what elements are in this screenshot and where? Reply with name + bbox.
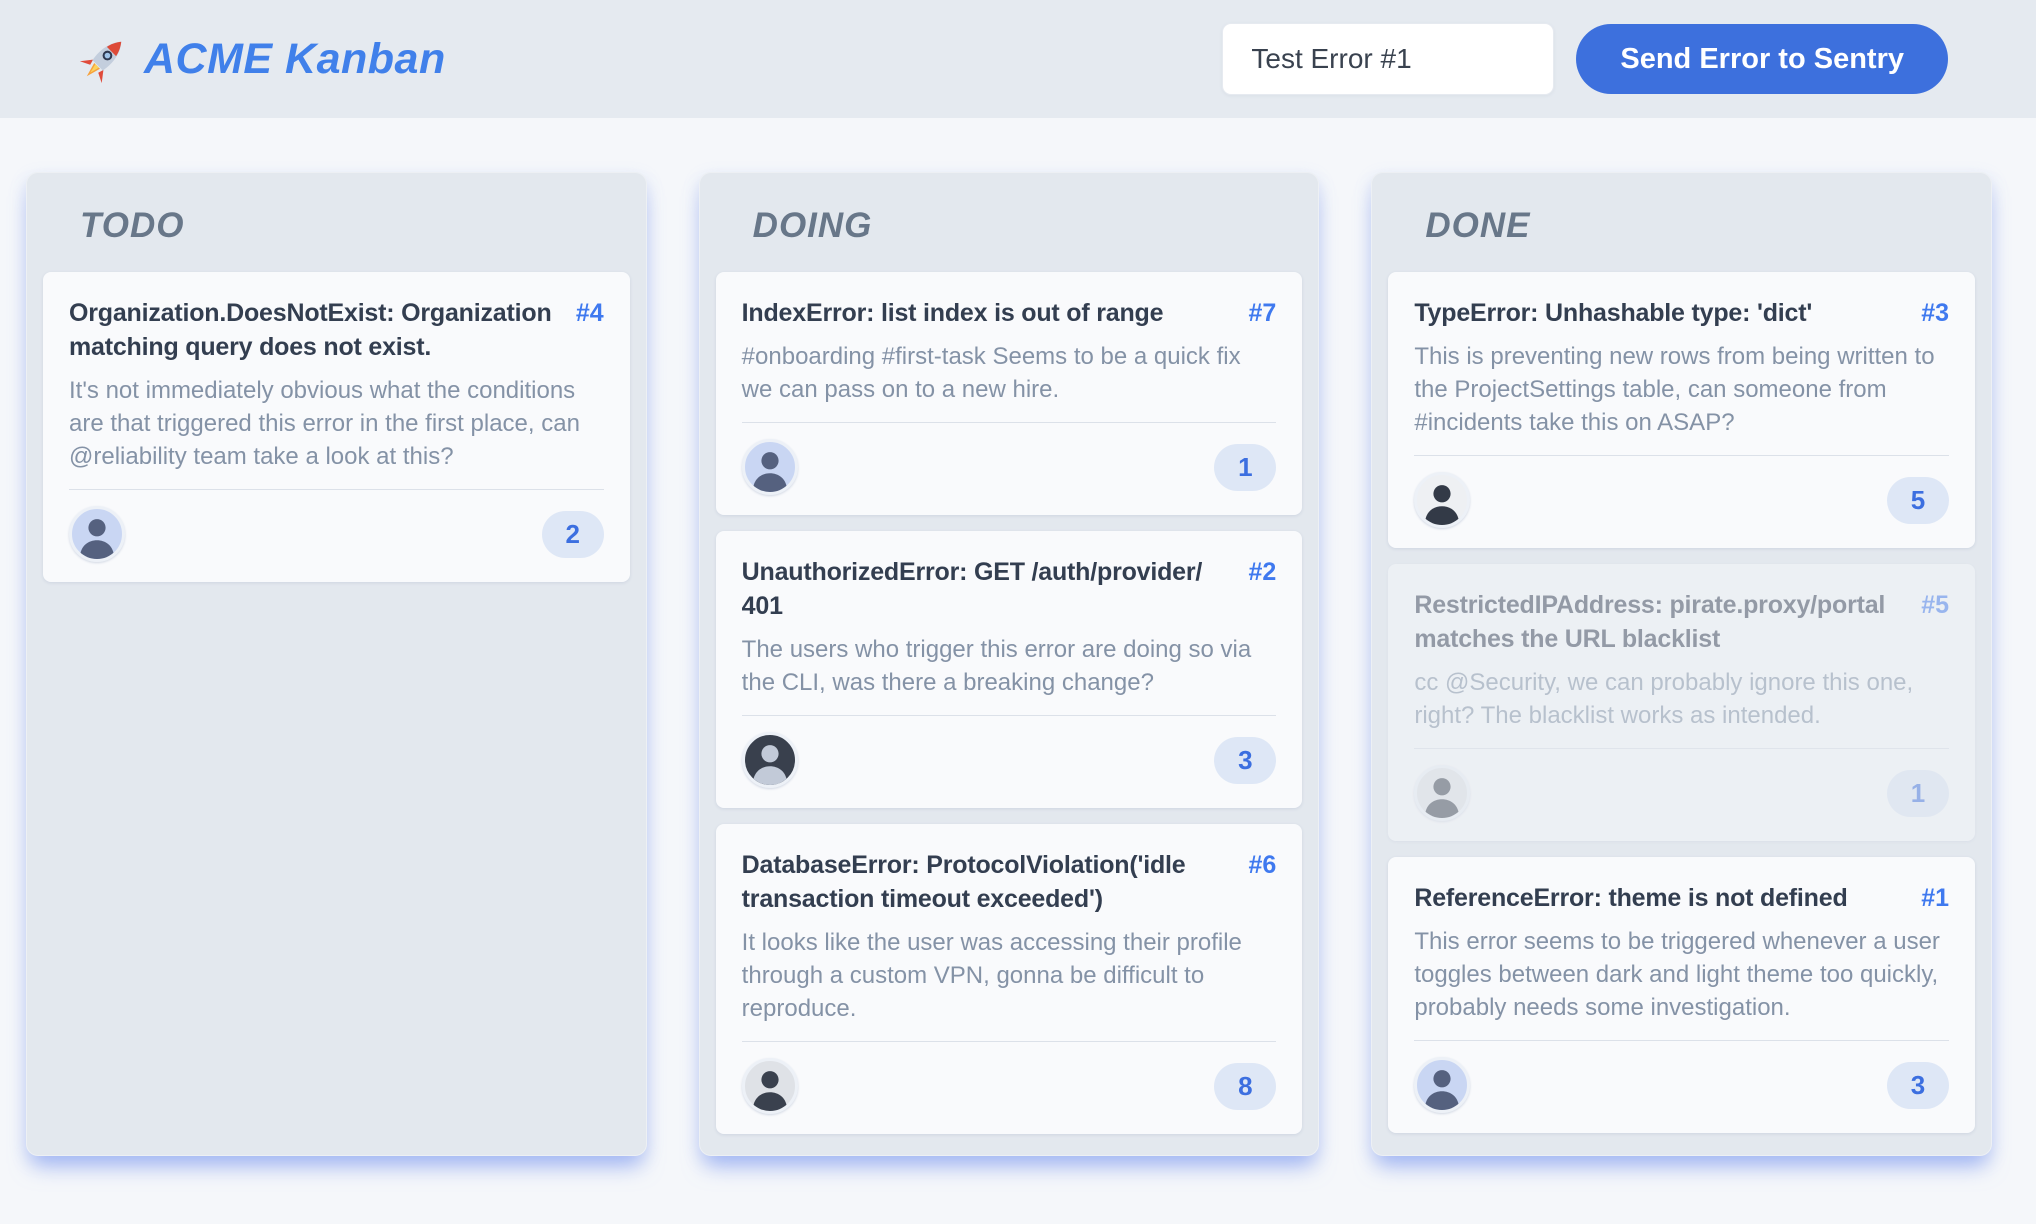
kanban-card[interactable]: TypeError: Unhashable type: 'dict' #3 Th… xyxy=(1388,272,1976,548)
app-header: ACME Kanban Send Error to Sentry xyxy=(0,0,2036,118)
column-doing: DOING IndexError: list index is out of r… xyxy=(698,172,1320,1156)
comment-count-badge: 2 xyxy=(541,510,604,558)
issue-number: #7 xyxy=(1248,299,1277,327)
card-description: This error seems to be triggered wheneve… xyxy=(1414,928,1940,1021)
kanban-card[interactable]: ReferenceError: theme is not defined #1 … xyxy=(1388,857,1976,1133)
divider xyxy=(741,715,1277,716)
column-title-todo: TODO xyxy=(80,206,185,245)
comment-count-badge: 1 xyxy=(1214,443,1277,491)
comment-count-badge: 5 xyxy=(1887,476,1950,524)
assignee-avatar xyxy=(741,1058,798,1114)
kanban-board: TODO Organization.DoesNotExist: Organiza… xyxy=(0,118,2036,1156)
assignee-avatar xyxy=(1414,1057,1471,1113)
divider xyxy=(1414,455,1950,456)
card-description: It's not immediately obvious what the co… xyxy=(69,377,580,470)
kanban-card[interactable]: UnauthorizedError: GET /auth/provider/ 4… xyxy=(715,531,1303,808)
issue-number: #2 xyxy=(1248,558,1277,586)
divider xyxy=(1414,1040,1950,1041)
card-title: RestrictedIPAddress: pirate.proxy/portal… xyxy=(1414,591,1886,653)
issue-number: #6 xyxy=(1248,851,1277,879)
issue-number: #3 xyxy=(1921,299,1950,327)
rocket-icon xyxy=(79,41,122,84)
column-title-doing: DOING xyxy=(752,206,873,245)
card-description: The users who trigger this error are doi… xyxy=(741,636,1252,696)
card-title: IndexError: list index is out of range xyxy=(741,299,1164,327)
card-title: TypeError: Unhashable type: 'dict' xyxy=(1414,299,1813,327)
issue-number: #1 xyxy=(1921,884,1950,912)
assignee-avatar xyxy=(69,506,125,562)
card-title: ReferenceError: theme is not defined xyxy=(1414,884,1848,912)
kanban-card[interactable]: IndexError: list index is out of range #… xyxy=(715,272,1303,515)
divider xyxy=(1414,748,1950,749)
assignee-avatar xyxy=(1414,472,1471,528)
divider xyxy=(741,422,1277,423)
comment-count-badge: 1 xyxy=(1887,769,1950,817)
card-title: Organization.DoesNotExist: Organization … xyxy=(69,299,552,361)
column-done: DONE TypeError: Unhashable type: 'dict' … xyxy=(1371,172,1993,1156)
comment-count-badge: 3 xyxy=(1887,1061,1950,1109)
kanban-card[interactable]: Organization.DoesNotExist: Organization … xyxy=(43,272,630,582)
column-title-done: DONE xyxy=(1425,206,1531,245)
issue-number: #5 xyxy=(1921,591,1950,619)
kanban-card[interactable]: DatabaseError: ProtocolViolation('idle t… xyxy=(715,824,1303,1134)
column-todo: TODO Organization.DoesNotExist: Organiza… xyxy=(26,172,647,1156)
send-error-to-sentry-button[interactable]: Send Error to Sentry xyxy=(1576,24,1948,94)
card-title: DatabaseError: ProtocolViolation('idle t… xyxy=(741,851,1186,913)
assignee-avatar xyxy=(741,439,798,495)
error-name-input[interactable] xyxy=(1222,23,1555,95)
app-title: ACME Kanban xyxy=(144,34,446,83)
divider xyxy=(741,1041,1277,1042)
card-title: UnauthorizedError: GET /auth/provider/ 4… xyxy=(741,558,1203,620)
assignee-avatar xyxy=(1414,765,1471,821)
comment-count-badge: 8 xyxy=(1214,1062,1277,1110)
assignee-avatar xyxy=(741,732,798,788)
card-description: #onboarding #first-task Seems to be a qu… xyxy=(741,343,1241,403)
app-logo: ACME Kanban xyxy=(78,33,446,85)
kanban-card-resolved[interactable]: RestrictedIPAddress: pirate.proxy/portal… xyxy=(1388,564,1976,841)
comment-count-badge: 3 xyxy=(1214,736,1277,784)
card-description: It looks like the user was accessing the… xyxy=(741,929,1242,1022)
divider xyxy=(69,489,604,490)
card-description: cc @Security, we can probably ignore thi… xyxy=(1414,669,1914,729)
card-description: This is preventing new rows from being w… xyxy=(1414,343,1935,436)
issue-number: #4 xyxy=(575,299,604,327)
